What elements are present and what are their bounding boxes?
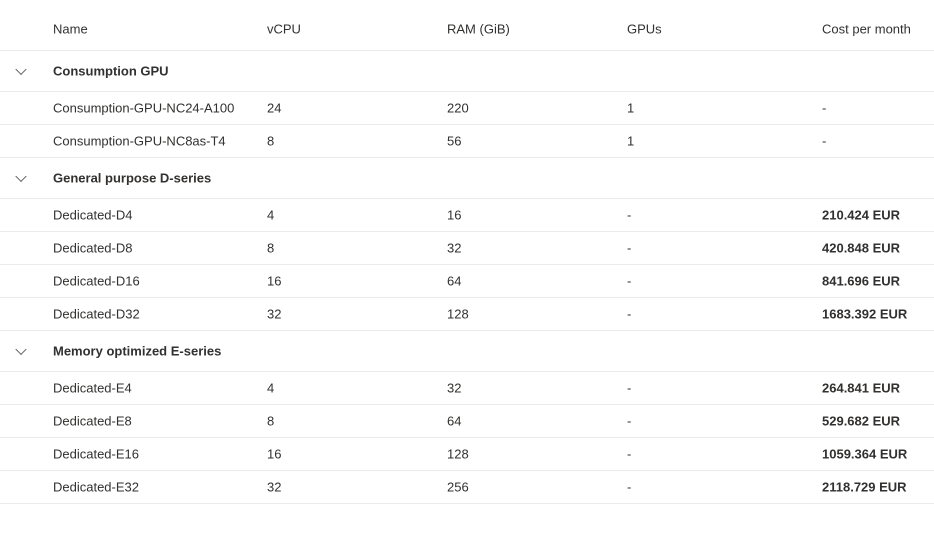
table-cell: 16 bbox=[447, 207, 462, 223]
table-cell: Consumption-GPU-NC8as-T4 bbox=[53, 133, 226, 149]
group-row[interactable]: Memory optimized E-series bbox=[0, 331, 934, 372]
table-cell: Dedicated-E4 bbox=[53, 380, 132, 396]
table-cell: Consumption-GPU-NC24-A100 bbox=[53, 100, 235, 116]
table-cell: 64 bbox=[447, 413, 462, 429]
table-header: Name vCPU RAM (GiB) GPUs Cost per month bbox=[0, 8, 934, 51]
table-cell: 64 bbox=[447, 273, 462, 289]
group-name: Memory optimized E-series bbox=[53, 343, 222, 359]
table-row[interactable]: Dedicated-E8 8 64 - 529.682 EUR bbox=[0, 405, 934, 438]
table-cell: 529.682 EUR bbox=[822, 413, 901, 429]
table-cell: Dedicated-E16 bbox=[53, 446, 139, 462]
table-cell: 32 bbox=[267, 479, 282, 495]
table-cell: Dedicated-E8 bbox=[53, 413, 132, 429]
table-cell: 1059.364 EUR bbox=[822, 446, 908, 462]
table-cell: Dedicated-D32 bbox=[53, 306, 140, 322]
table-cell: 32 bbox=[447, 240, 462, 256]
table-cell: 1 bbox=[627, 100, 635, 116]
table-cell: - bbox=[627, 306, 632, 322]
table-cell: - bbox=[627, 413, 632, 429]
table-cell: 128 bbox=[447, 446, 469, 462]
table-cell: Dedicated-D16 bbox=[53, 273, 140, 289]
table-cell: 264.841 EUR bbox=[822, 380, 901, 396]
table-cell: - bbox=[822, 100, 827, 116]
chevron-down-icon[interactable] bbox=[15, 63, 27, 76]
table-cell: - bbox=[627, 240, 632, 256]
table-cell: 32 bbox=[267, 306, 282, 322]
table-cell: 220 bbox=[447, 100, 469, 116]
table-cell: Dedicated-D8 bbox=[53, 240, 133, 256]
table-cell: 8 bbox=[267, 240, 275, 256]
table-cell: 4 bbox=[267, 380, 275, 396]
table-row[interactable]: Consumption-GPU-NC8as-T4 8 56 1 - bbox=[0, 125, 934, 158]
table-cell: 16 bbox=[267, 273, 282, 289]
chevron-down-icon[interactable] bbox=[15, 170, 27, 183]
table-row[interactable]: Dedicated-E32 32 256 - 2118.729 EUR bbox=[0, 471, 934, 504]
table-cell: 2118.729 EUR bbox=[822, 479, 907, 495]
table-cell: Dedicated-D4 bbox=[53, 207, 133, 223]
table-cell: 32 bbox=[447, 380, 462, 396]
table-row[interactable]: Dedicated-D8 8 32 - 420.848 EUR bbox=[0, 232, 934, 265]
table-cell: Dedicated-E32 bbox=[53, 479, 139, 495]
table-cell: 16 bbox=[267, 446, 282, 462]
table-cell: 1683.392 EUR bbox=[822, 306, 908, 322]
table-cell: 210.424 EUR bbox=[822, 207, 901, 223]
table-row[interactable]: Dedicated-D16 16 64 - 841.696 EUR bbox=[0, 265, 934, 298]
table-cell: - bbox=[627, 207, 632, 223]
table-cell: 420.848 EUR bbox=[822, 240, 901, 256]
table-cell: 841.696 EUR bbox=[822, 273, 901, 289]
column-header[interactable]: vCPU bbox=[267, 21, 301, 37]
column-header[interactable]: Cost per month bbox=[822, 21, 911, 37]
table-row[interactable]: Dedicated-D32 32 128 - 1683.392 EUR bbox=[0, 298, 934, 331]
table-row[interactable]: Dedicated-E4 4 32 - 264.841 EUR bbox=[0, 372, 934, 405]
table-cell: 1 bbox=[627, 133, 635, 149]
table-cell: 4 bbox=[267, 207, 275, 223]
table-cell: 256 bbox=[447, 479, 469, 495]
group-row[interactable]: General purpose D-series bbox=[0, 158, 934, 199]
table-cell: 8 bbox=[267, 133, 275, 149]
table-cell: 24 bbox=[267, 100, 282, 116]
column-header[interactable]: Name bbox=[53, 21, 88, 37]
table-cell: 128 bbox=[447, 306, 469, 322]
table-cell: 56 bbox=[447, 133, 462, 149]
table-row[interactable]: Consumption-GPU-NC24-A100 24 220 1 - bbox=[0, 92, 934, 125]
table-cell: - bbox=[627, 479, 632, 495]
table-cell: - bbox=[627, 446, 632, 462]
table-row[interactable]: Dedicated-E16 16 128 - 1059.364 EUR bbox=[0, 438, 934, 471]
column-header[interactable]: RAM (GiB) bbox=[447, 21, 510, 37]
group-name: General purpose D-series bbox=[53, 170, 212, 186]
table-row[interactable]: Dedicated-D4 4 16 - 210.424 EUR bbox=[0, 199, 934, 232]
table-cell: - bbox=[627, 273, 632, 289]
column-header[interactable]: GPUs bbox=[627, 21, 662, 37]
group-row[interactable]: Consumption GPU bbox=[0, 51, 934, 92]
table-cell: - bbox=[627, 380, 632, 396]
group-name: Consumption GPU bbox=[53, 63, 169, 79]
table-cell: 8 bbox=[267, 413, 275, 429]
table-cell: - bbox=[822, 133, 827, 149]
chevron-down-icon[interactable] bbox=[15, 343, 27, 356]
